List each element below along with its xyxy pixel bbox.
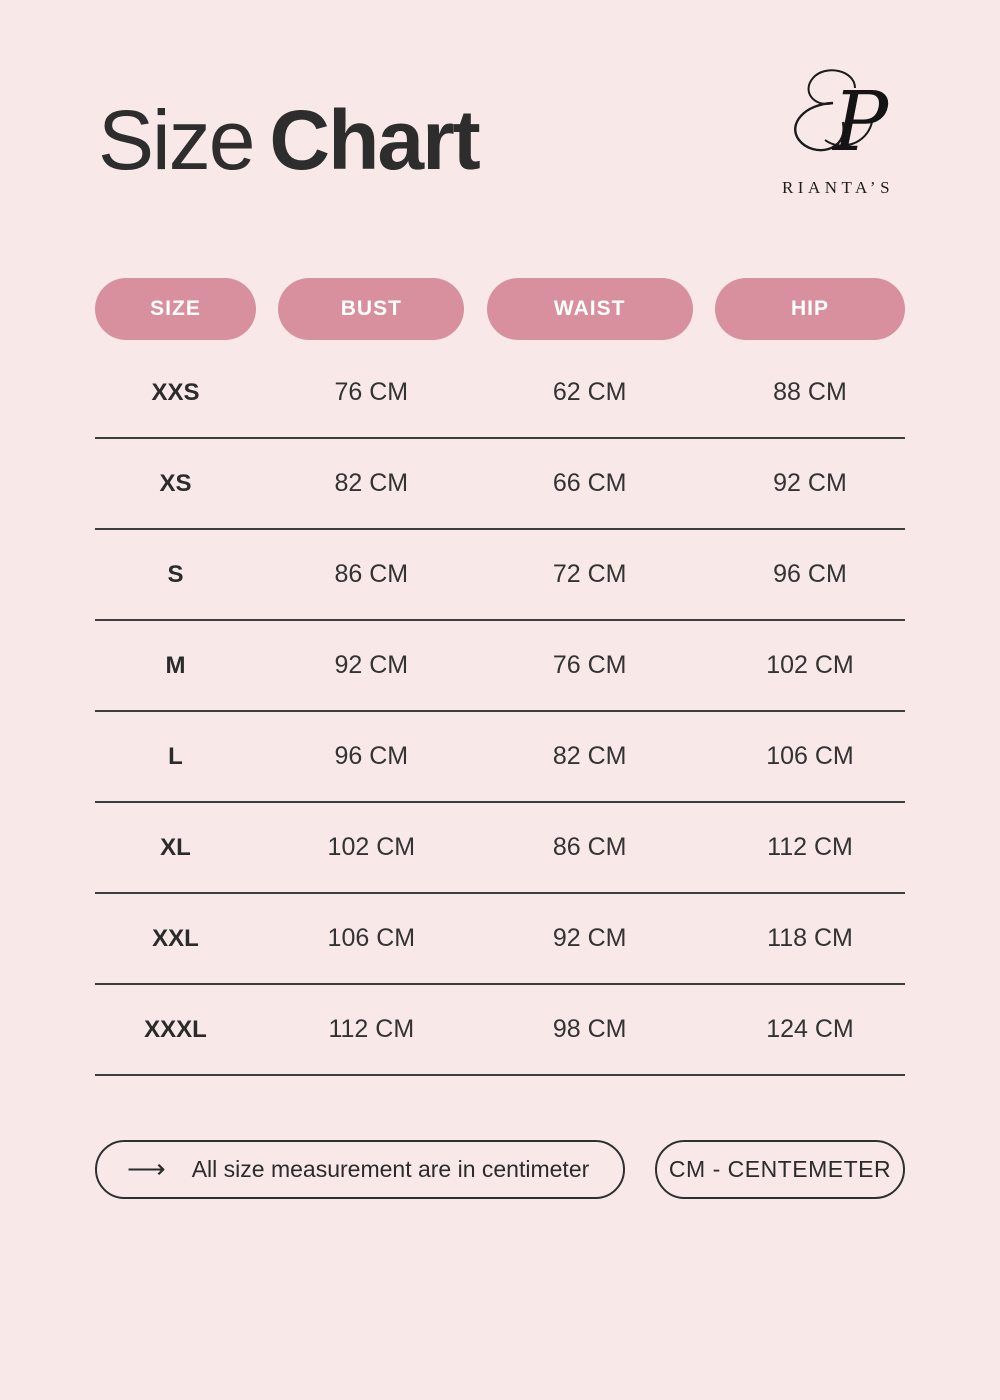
table-row-xxl: XXL 106 CM 92 CM 118 CM	[95, 894, 905, 985]
table-row-xl: XL 102 CM 86 CM 112 CM	[95, 803, 905, 894]
brand-name: RIANTA’S	[781, 178, 895, 197]
waist-cell: 92 CM	[552, 924, 627, 952]
table-row-l: L 96 CM 82 CM 106 CM	[95, 712, 905, 803]
bust-cell: 76 CM	[334, 378, 409, 406]
hip-cell: 88 CM	[773, 378, 847, 406]
size-chart-table: SIZE BUST WAIST HIP XXS 76 CM 62 CM 88 C…	[95, 278, 905, 1076]
waist-cell: 72 CM	[552, 560, 627, 588]
bust-cell: 92 CM	[334, 651, 409, 679]
measurement-note: ⟶ All size measurement are in centimeter	[95, 1140, 625, 1199]
hip-cell: 92 CM	[773, 469, 847, 497]
size-cell: XXL	[152, 924, 199, 952]
bust-cell: 96 CM	[334, 742, 409, 770]
table-row-m: M 92 CM 76 CM 102 CM	[95, 621, 905, 712]
cm-legend-text: CM - CENTEMETER	[668, 1156, 892, 1182]
cm-legend: CM - CENTEMETER	[655, 1140, 905, 1199]
bust-cell: 86 CM	[334, 560, 409, 588]
column-header-waist: WAIST	[486, 278, 693, 340]
measurement-note-text: All size measurement are in centimeter	[191, 1156, 590, 1182]
hip-cell: 118 CM	[767, 924, 853, 952]
brand-logo: P RIANTA’S	[768, 66, 908, 198]
brand-monogram-icon: P	[775, 66, 901, 174]
size-cell: L	[168, 742, 183, 770]
column-header-size: SIZE	[95, 278, 256, 340]
page-title-bold: Chart	[269, 93, 480, 187]
waist-cell: 86 CM	[552, 833, 627, 861]
waist-cell: 82 CM	[552, 742, 627, 770]
waist-cell: 62 CM	[552, 378, 627, 406]
size-cell: XXXL	[144, 1015, 207, 1043]
bust-cell: 102 CM	[327, 833, 416, 861]
table-header-row: SIZE BUST WAIST HIP	[95, 278, 905, 340]
waist-cell: 66 CM	[552, 469, 627, 497]
waist-cell: 98 CM	[552, 1015, 627, 1043]
size-cell: XS	[159, 469, 192, 497]
column-header-bust: BUST	[278, 278, 465, 340]
table-row-s: S 86 CM 72 CM 96 CM	[95, 530, 905, 621]
waist-cell: 76 CM	[552, 651, 627, 679]
size-cell: M	[165, 651, 186, 679]
table-body: XXS 76 CM 62 CM 88 CM XS 82 CM 66 CM 92 …	[95, 348, 905, 1076]
table-row-xs: XS 82 CM 66 CM 92 CM	[95, 439, 905, 530]
page-title-regular: Size	[98, 93, 255, 187]
bust-cell: 106 CM	[327, 924, 416, 952]
hip-cell: 102 CM	[766, 651, 854, 679]
hip-cell: 106 CM	[766, 742, 854, 770]
column-header-hip: HIP	[714, 278, 905, 340]
size-cell: S	[167, 560, 184, 588]
size-cell: XXS	[151, 378, 200, 406]
page-title: Size Chart	[98, 93, 481, 187]
table-row-xxxl: XXXL 112 CM 98 CM 124 CM	[95, 985, 905, 1076]
svg-text:P: P	[831, 75, 890, 170]
bust-cell: 82 CM	[334, 469, 409, 497]
hip-cell: 124 CM	[766, 1015, 854, 1043]
arrow-right-icon: ⟶	[127, 1154, 166, 1184]
table-row-xxs: XXS 76 CM 62 CM 88 CM	[95, 348, 905, 439]
hip-cell: 112 CM	[767, 833, 853, 861]
hip-cell: 96 CM	[773, 560, 847, 588]
bust-cell: 112 CM	[328, 1015, 415, 1043]
size-cell: XL	[160, 833, 191, 861]
